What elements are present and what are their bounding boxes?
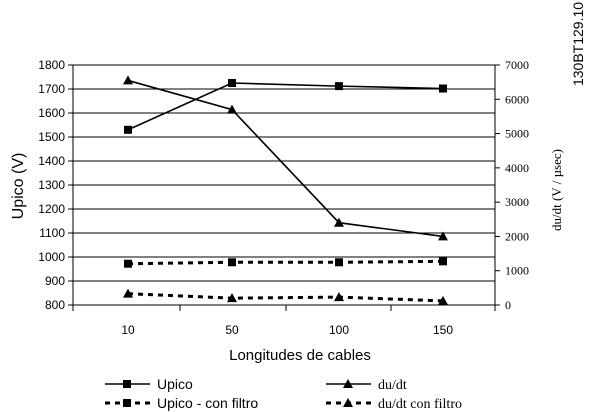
x-tick-label: 10 — [121, 323, 135, 337]
data-point-triangle — [438, 231, 448, 241]
y-left-tick-label: 1400 — [38, 154, 65, 168]
data-point-square — [335, 258, 343, 267]
y-left-tick-label: 1200 — [38, 202, 65, 216]
series-line — [127, 292, 444, 303]
y-right-tick-label: 7000 — [505, 58, 529, 72]
y-right-tick-label: 1000 — [505, 264, 529, 278]
series-group — [123, 75, 448, 305]
legend-label: du/dt con filtro — [378, 397, 462, 412]
y-left-tick-label: 1100 — [39, 226, 65, 240]
legend-label: Upico - con filtro — [157, 395, 258, 411]
data-point-square — [439, 84, 447, 93]
data-point-square — [123, 380, 131, 388]
figure-id-label: 130BT129.10 — [570, 2, 586, 86]
series-line — [127, 259, 444, 266]
x-axis-label: Longitudes de cables — [229, 347, 371, 364]
y-right-tick-label: 3000 — [505, 195, 529, 209]
data-point-triangle — [334, 217, 344, 227]
y-right-tick-label: 2000 — [505, 229, 529, 243]
data-point-triangle — [343, 379, 353, 388]
data-point-triangle — [343, 398, 353, 407]
legend-item: Upico — [105, 376, 193, 392]
y-left-tick-label: 1300 — [38, 178, 65, 192]
data-point-triangle — [438, 295, 448, 305]
y-right-tick-label: 5000 — [505, 127, 529, 141]
y-right-tick-label: 0 — [505, 298, 511, 312]
legend-label: du/dt — [378, 378, 407, 393]
legend-label: Upico — [157, 376, 193, 392]
data-point-triangle — [227, 293, 237, 303]
data-point-square — [123, 399, 131, 407]
data-point-triangle — [123, 75, 133, 85]
tick-labels: 8009001000110012001300140015001600170018… — [38, 58, 529, 337]
legend-item: du/dt con filtro — [326, 397, 462, 412]
data-point-square — [228, 258, 236, 267]
y-left-tick-label: 800 — [45, 298, 65, 312]
x-tick-label: 100 — [329, 323, 349, 337]
data-point-square — [124, 259, 132, 268]
y-right-tick-label: 4000 — [505, 161, 529, 175]
legend-item: du/dt — [326, 378, 407, 393]
y-left-tick-label: 1600 — [38, 106, 65, 120]
x-tick-label: 150 — [433, 323, 453, 337]
series-du-dt — [123, 75, 448, 241]
data-point-square — [124, 125, 132, 134]
series-line — [127, 82, 444, 131]
axes — [68, 64, 500, 311]
legend-item: Upico - con filtro — [105, 395, 258, 411]
y-left-tick-label: 1800 — [38, 58, 65, 72]
series-du-dt-con-filtro — [123, 288, 448, 305]
series-upico — [124, 79, 447, 134]
data-point-square — [335, 82, 343, 91]
gridlines — [73, 64, 495, 306]
legend: Upico du/dt Upico - con filtro du/dt con fi… — [105, 376, 462, 412]
data-point-triangle — [227, 104, 237, 114]
y-axis-right-label: du/dt (V / µsec) — [549, 149, 564, 231]
y-left-tick-label: 1500 — [38, 130, 65, 144]
data-point-square — [439, 257, 447, 266]
series-upico-con-filtro — [124, 257, 447, 268]
series-line — [127, 79, 444, 238]
y-axis-left-label: Upico (V) — [10, 153, 27, 220]
y-right-tick-label: 6000 — [505, 92, 529, 106]
data-point-square — [228, 79, 236, 87]
y-left-tick-label: 1700 — [38, 82, 65, 96]
y-left-tick-label: 1000 — [38, 250, 65, 264]
data-point-triangle — [334, 292, 344, 302]
x-tick-label: 50 — [225, 323, 239, 337]
data-point-triangle — [123, 288, 133, 298]
y-left-tick-label: 900 — [45, 274, 65, 288]
